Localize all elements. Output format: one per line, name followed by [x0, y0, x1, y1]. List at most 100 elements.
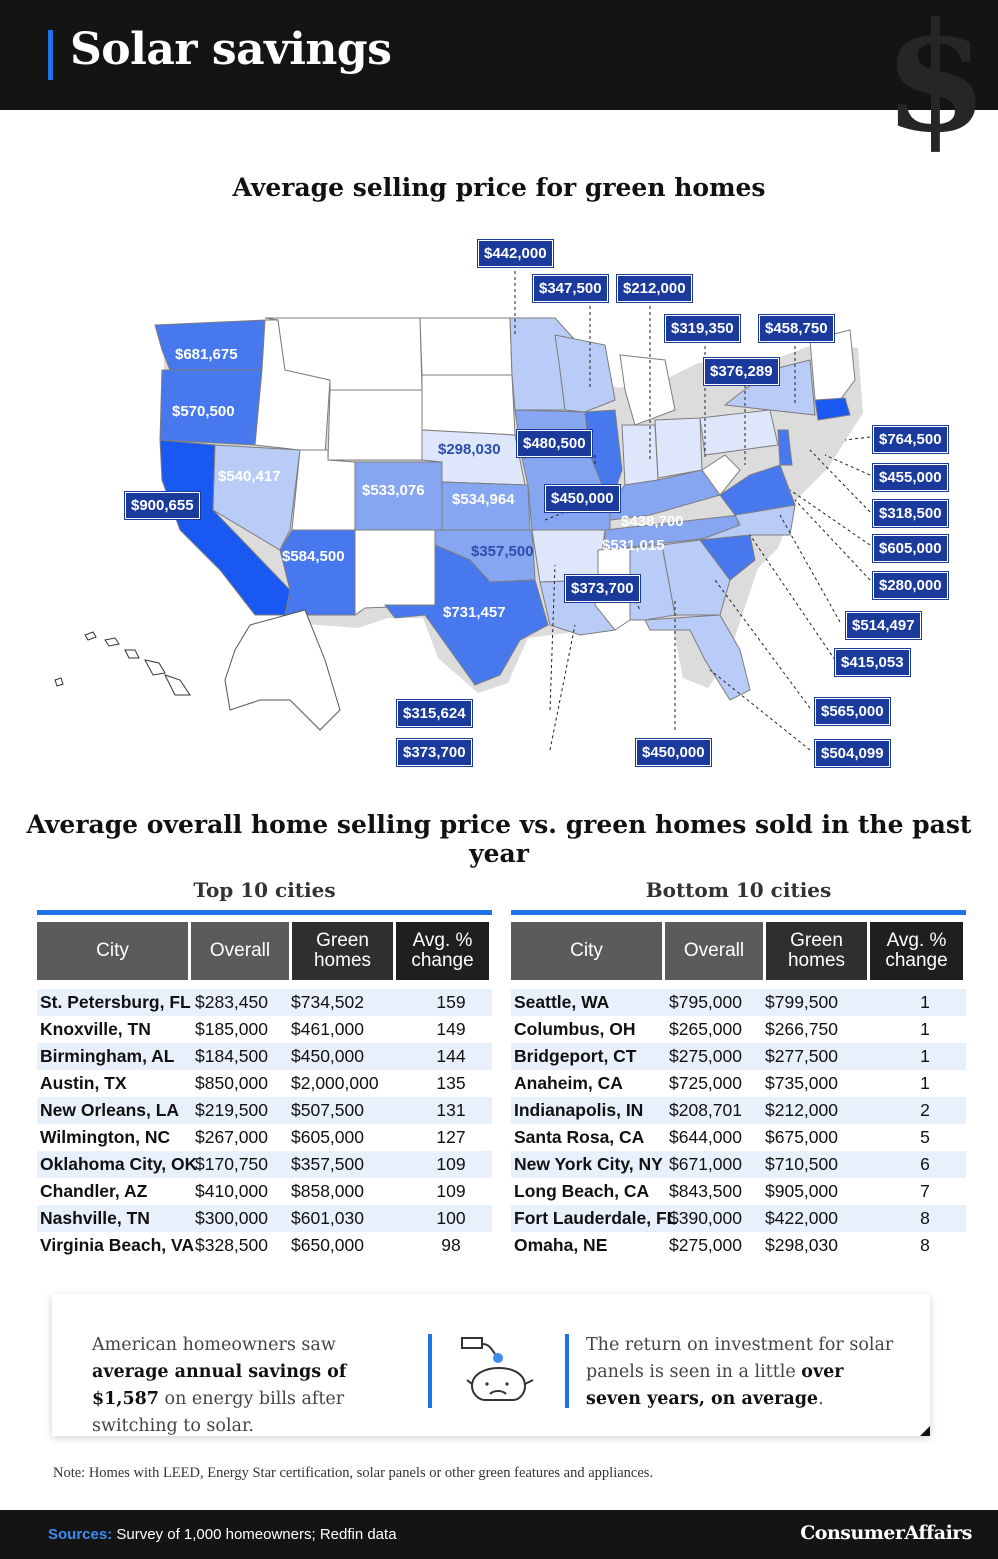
dollar-watermark-icon: $ — [883, 0, 988, 166]
table-row: Nashville, TN $300,000 $601,030 100 — [37, 1205, 492, 1232]
callout-label-in: $212,000 — [617, 275, 692, 302]
table-row: Omaha, NE $275,000 $298,030 8 — [511, 1232, 966, 1259]
table-row: Bridgeport, CT $275,000 $277,500 1 — [511, 1043, 966, 1070]
callout-label-de: $280,000 — [873, 572, 948, 599]
callout-label-nc: $415,053 — [835, 649, 910, 676]
cell-city: Birmingham, AL — [40, 1046, 175, 1066]
callout-label-ct: $455,000 — [873, 464, 948, 491]
table-row: Seattle, WA $795,000 $799,500 1 — [511, 989, 966, 1016]
table-row: Birmingham, AL $184,500 $450,000 144 — [37, 1043, 492, 1070]
cell-overall: $219,500 — [195, 1100, 268, 1120]
table-row: Wilmington, NC $267,000 $605,000 127 — [37, 1124, 492, 1151]
cell-change: 2 — [920, 1100, 930, 1120]
cell-city: Fort Lauderdale, FL — [514, 1208, 678, 1228]
cell-change: 131 — [436, 1100, 466, 1120]
cell-green: $422,000 — [765, 1208, 838, 1228]
header-overall: Overall — [191, 922, 289, 980]
cell-change: 127 — [436, 1127, 466, 1147]
table-accent-bar — [37, 910, 492, 915]
callout-label-il: $480,500 — [517, 430, 592, 457]
header-bar: $ Solar savings — [0, 0, 998, 166]
cell-city: St. Petersburg, FL — [40, 992, 191, 1012]
cell-green: $461,000 — [291, 1019, 364, 1039]
cell-overall: $208,701 — [669, 1100, 742, 1120]
cell-overall: $275,000 — [669, 1235, 742, 1255]
callout-label-ar: $315,624 — [397, 700, 472, 727]
state-shapes — [154, 317, 856, 701]
cell-overall: $265,000 — [669, 1019, 742, 1039]
table-row: St. Petersburg, FL $283,450 $734,502 159 — [37, 989, 492, 1016]
cell-city: Wilmington, NC — [40, 1127, 171, 1147]
cell-green: $799,500 — [765, 992, 838, 1012]
cell-change: 149 — [436, 1019, 466, 1039]
cell-green: $905,000 — [765, 1181, 838, 1201]
sources-label: Sources: — [48, 1526, 113, 1543]
callout-label-mn: $442,000 — [478, 240, 553, 267]
sources-text: Survey of 1,000 homeowners; Redfin data — [112, 1526, 397, 1543]
state-label-ne: $298,030 — [438, 441, 501, 458]
cell-overall: $850,000 — [195, 1073, 268, 1093]
us-map-graphic — [54, 265, 871, 751]
cell-green: $266,750 — [765, 1019, 838, 1039]
cell-overall: $267,000 — [195, 1127, 268, 1147]
table-subtitle: Bottom 10 cities — [645, 878, 832, 902]
savings-callout: American homeowners saw average annual s… — [52, 1294, 930, 1436]
cell-green: $650,000 — [291, 1235, 364, 1255]
state-label-co: $533,076 — [362, 482, 425, 499]
cell-overall: $843,500 — [669, 1181, 742, 1201]
cell-green: $601,030 — [291, 1208, 364, 1228]
callout-divider — [565, 1334, 569, 1408]
table-body: St. Petersburg, FL $283,450 $734,502 159 Kn… — [37, 989, 492, 1259]
savings-text-pre: American homeowners saw — [92, 1335, 336, 1355]
table-row: Santa Rosa, CA $644,000 $675,000 5 — [511, 1124, 966, 1151]
state-label-ks: $534,964 — [452, 491, 515, 508]
callout-label-md: $605,000 — [873, 535, 948, 562]
table-header: City Overall Green homes Avg. % change — [511, 922, 966, 980]
cell-green: $735,000 — [765, 1073, 838, 1093]
table-row: Indianapolis, IN $208,701 $212,000 2 — [511, 1097, 966, 1124]
cell-overall: $671,000 — [669, 1154, 742, 1174]
cell-change: 7 — [920, 1181, 930, 1201]
consumeraffairs-logo: ConsumerAffairs — [800, 1522, 972, 1544]
cell-change: 1 — [920, 992, 930, 1012]
bottom-10-table: Bottom 10 cities City Overall Green home… — [511, 878, 966, 1259]
cell-green: $298,030 — [765, 1235, 838, 1255]
sources-line: Sources: Survey of 1,000 homeowners; Red… — [48, 1526, 397, 1543]
cell-change: 100 — [436, 1208, 466, 1228]
savings-text-post: on energy bills after switching to solar… — [92, 1389, 345, 1436]
cell-green: $734,502 — [291, 992, 364, 1012]
cell-city: Santa Rosa, CA — [514, 1127, 645, 1147]
cell-city: Nashville, TN — [40, 1208, 150, 1228]
cell-change: 8 — [920, 1235, 930, 1255]
table-row: Long Beach, CA $843,500 $905,000 7 — [511, 1178, 966, 1205]
cell-city: Long Beach, CA — [514, 1181, 650, 1201]
cell-change: 109 — [436, 1154, 466, 1174]
table-row: Columbus, OH $265,000 $266,750 1 — [511, 1016, 966, 1043]
state-label-ok: $357,500 — [471, 543, 534, 560]
cell-city: Austin, TX — [40, 1073, 127, 1093]
cell-city: Oklahoma City, OK — [40, 1154, 198, 1174]
hawaii-shape — [54, 631, 191, 696]
callout-label-fl: $450,000 — [636, 739, 711, 766]
cell-city: Omaha, NE — [514, 1235, 608, 1255]
cell-city: Anaheim, CA — [514, 1073, 623, 1093]
table-row: Anaheim, CA $725,000 $735,000 1 — [511, 1070, 966, 1097]
cell-overall: $725,000 — [669, 1073, 742, 1093]
state-label-ky: $438,700 — [621, 513, 684, 530]
cell-change: 135 — [436, 1073, 466, 1093]
cell-overall: $644,000 — [669, 1127, 742, 1147]
cell-change: 8 — [920, 1208, 930, 1228]
alaska-shape — [224, 609, 341, 731]
map-title: Average selling price for green homes — [232, 173, 766, 202]
cell-green: $450,000 — [291, 1046, 364, 1066]
cell-green: $212,000 — [765, 1100, 838, 1120]
callout-label-nj: $318,500 — [873, 500, 948, 527]
cell-green: $605,000 — [291, 1127, 364, 1147]
cell-overall: $410,000 — [195, 1181, 268, 1201]
table-row: Oklahoma City, OK $170,750 $357,500 109 — [37, 1151, 492, 1178]
callout-label-sc: $565,000 — [815, 698, 890, 725]
state-label-tx: $731,457 — [443, 604, 506, 621]
cell-green: $675,000 — [765, 1127, 838, 1147]
table-row: Virginia Beach, VA $328,500 $650,000 98 — [37, 1232, 492, 1259]
cell-overall: $795,000 — [669, 992, 742, 1012]
